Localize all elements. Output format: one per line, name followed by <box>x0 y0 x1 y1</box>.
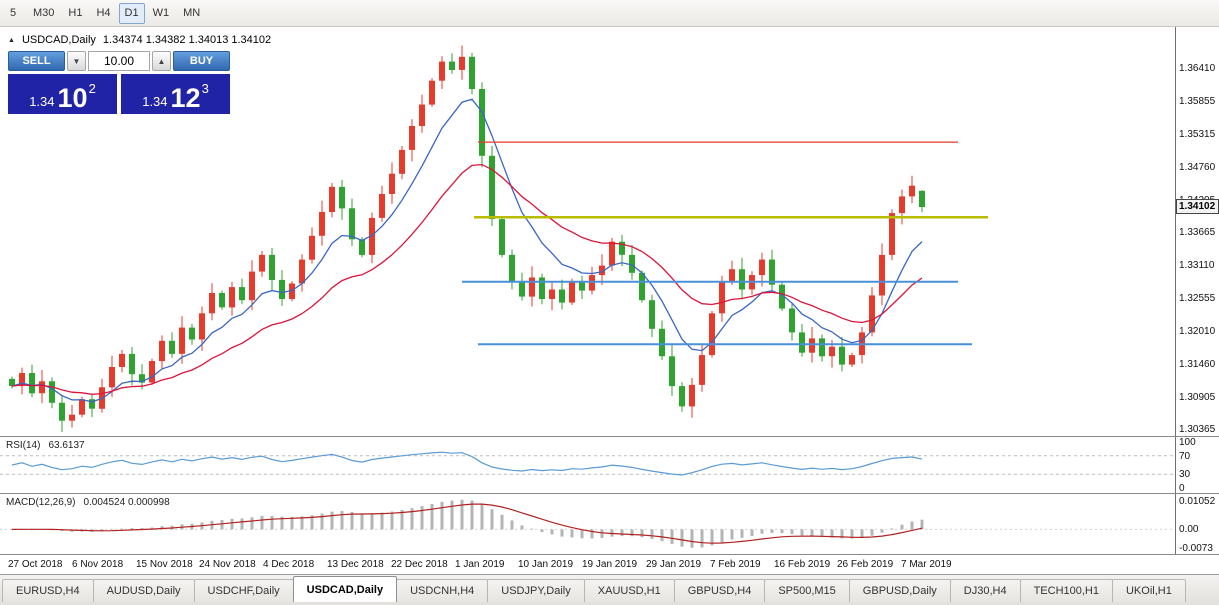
volume-up-icon[interactable]: ▲ <box>152 51 171 71</box>
timeframe-button-h1[interactable]: H1 <box>62 3 88 24</box>
price-axis-label: 1.33110 <box>1179 260 1215 271</box>
macd-values: 0.004524 0.000998 <box>83 497 170 508</box>
macd-panel: 0.01052 0.00 -0.0073 MACD(12,26,9) 0.00452… <box>0 493 1219 554</box>
price-chart-panel: 1.34102 1.364101.358551.353151.347601.34… <box>0 27 1219 436</box>
macd-chart[interactable] <box>0 494 1175 558</box>
rsi-value: 63.6137 <box>48 440 85 451</box>
rsi-label: RSI(14) <box>6 440 41 451</box>
date-label: 1 Jan 2019 <box>455 559 505 570</box>
price-axis-label: 1.36410 <box>1179 63 1216 74</box>
chart-tab-usdjpy-daily[interactable]: USDJPY,Daily <box>487 579 585 602</box>
price-axis-label: 1.35315 <box>1179 129 1216 140</box>
date-label: 7 Feb 2019 <box>710 559 761 570</box>
rsi-panel: 100 70 30 0 RSI(14) 63.6137 <box>0 436 1219 494</box>
rsi-axis-label: 100 <box>1179 437 1196 448</box>
price-axis-label: 1.30365 <box>1179 424 1216 435</box>
timeframe-button-h4[interactable]: H4 <box>90 3 116 24</box>
price-axis-label: 1.31460 <box>1179 359 1216 370</box>
timeframe-toolbar: 5 M30 H1 H4 D1 W1 MN <box>0 0 1219 27</box>
rsi-axis-label: 70 <box>1179 451 1191 462</box>
price-axis-label: 1.32555 <box>1179 293 1216 304</box>
price-axis-label: 1.34760 <box>1179 162 1216 173</box>
date-label: 13 Dec 2018 <box>327 559 384 570</box>
date-label: 19 Jan 2019 <box>582 559 638 570</box>
one-click-trading-widget: SELL ▼ 10.00 ▲ BUY 1.34 10 2 1.34 12 3 <box>8 51 230 114</box>
macd-label: MACD(12,26,9) <box>6 497 76 508</box>
price-axis-label: 1.35855 <box>1179 96 1216 107</box>
time-axis[interactable]: 27 Oct 2018 6 Nov 2018 15 Nov 2018 24 Nov 2… <box>0 554 1219 574</box>
date-label: 15 Nov 2018 <box>136 559 193 570</box>
price-axis-label: 1.33665 <box>1179 227 1216 238</box>
macd-axis-label: 0.01052 <box>1179 496 1216 507</box>
sell-price-prefix: 1.34 <box>29 93 55 109</box>
price-axis-label: 1.32010 <box>1179 326 1216 337</box>
sell-price-sup: 2 <box>88 81 96 96</box>
chart-header: ▲ USDCAD,Daily 1.34374 1.34382 1.34013 1… <box>8 34 271 46</box>
date-label: 22 Dec 2018 <box>391 559 448 570</box>
buy-price-button[interactable]: 1.34 12 3 <box>121 74 230 114</box>
date-label: 7 Mar 2019 <box>901 559 952 570</box>
buy-button[interactable]: BUY <box>173 51 230 71</box>
timeframe-button-d1[interactable]: D1 <box>118 2 145 24</box>
macd-axis[interactable]: 0.01052 0.00 -0.0073 <box>1175 494 1219 554</box>
timeframe-button-mn[interactable]: MN <box>177 3 206 24</box>
chart-tab-sp500-m15[interactable]: SP500,M15 <box>764 579 850 602</box>
volume-down-icon[interactable]: ▼ <box>67 51 86 71</box>
rsi-header: RSI(14) 63.6137 <box>6 440 85 451</box>
chart-ohlc-label: 1.34374 1.34382 1.34013 1.34102 <box>102 34 272 46</box>
chart-tab-dj30-h4[interactable]: DJ30,H4 <box>949 579 1021 602</box>
chart-tab-usdcad-daily[interactable]: USDCAD,Daily <box>292 576 398 602</box>
price-axis-label: 1.30905 <box>1179 392 1216 403</box>
date-label: 6 Nov 2018 <box>72 559 124 570</box>
chart-tab-audusd-daily[interactable]: AUDUSD,Daily <box>92 579 195 602</box>
date-label: 10 Jan 2019 <box>518 559 574 570</box>
date-label: 16 Feb 2019 <box>774 559 831 570</box>
chart-tab-gbpusd-daily[interactable]: GBPUSD,Daily <box>848 579 951 602</box>
date-label: 29 Jan 2019 <box>646 559 702 570</box>
chart-tab-xauusd-h1[interactable]: XAUUSD,H1 <box>583 579 675 602</box>
sell-button[interactable]: SELL <box>8 51 65 71</box>
macd-axis-label: -0.0073 <box>1179 543 1213 554</box>
price-axis[interactable]: 1.34102 1.364101.358551.353151.347601.34… <box>1175 27 1219 436</box>
volume-input[interactable]: 10.00 <box>88 51 150 71</box>
macd-header: MACD(12,26,9) 0.004524 0.000998 <box>6 497 170 508</box>
date-label: 27 Oct 2018 <box>8 559 63 570</box>
timeframe-button-w1[interactable]: W1 <box>147 3 176 24</box>
trade-prices-row: 1.34 10 2 1.34 12 3 <box>8 74 230 114</box>
rsi-axis-label: 0 <box>1179 483 1185 494</box>
rsi-chart[interactable] <box>0 437 1175 497</box>
date-label: 24 Nov 2018 <box>199 559 256 570</box>
trade-controls-row: SELL ▼ 10.00 ▲ BUY <box>8 51 230 71</box>
buy-price-prefix: 1.34 <box>142 93 168 109</box>
chart-tab-gbpusd-h4[interactable]: GBPUSD,H4 <box>673 579 766 602</box>
date-label: 26 Feb 2019 <box>837 559 894 570</box>
chart-tab-usdcnh-h4[interactable]: USDCNH,H4 <box>396 579 489 602</box>
chart-tab-tech100-h1[interactable]: TECH100,H1 <box>1019 579 1113 602</box>
current-price-badge: 1.34102 <box>1176 199 1219 214</box>
chart-tab-ukoil-h1[interactable]: UKOil,H1 <box>1111 579 1186 602</box>
sell-price-button[interactable]: 1.34 10 2 <box>8 74 117 114</box>
buy-price-big: 12 <box>170 82 201 113</box>
sell-price-big: 10 <box>57 82 88 113</box>
candlestick-chart[interactable] <box>0 27 1175 439</box>
timeframe-button-5[interactable]: 5 <box>1 3 25 24</box>
timeframe-button-m30[interactable]: M30 <box>27 3 60 24</box>
rsi-axis[interactable]: 100 70 30 0 <box>1175 437 1219 494</box>
chart-tab-eurusd-h4[interactable]: EURUSD,H4 <box>2 579 94 602</box>
macd-axis-label: 0.00 <box>1179 524 1199 535</box>
date-label: 4 Dec 2018 <box>263 559 315 570</box>
rsi-axis-label: 30 <box>1179 469 1191 480</box>
chart-tab-usdchf-daily[interactable]: USDCHF,Daily <box>193 579 294 602</box>
chart-tabs-bar: EURUSD,H4 AUDUSD,Daily USDCHF,Daily USDCAD,… <box>0 574 1219 605</box>
chart-symbol-label: USDCAD,Daily <box>21 34 96 46</box>
collapse-icon[interactable]: ▲ <box>8 37 15 44</box>
buy-price-sup: 3 <box>201 81 209 96</box>
